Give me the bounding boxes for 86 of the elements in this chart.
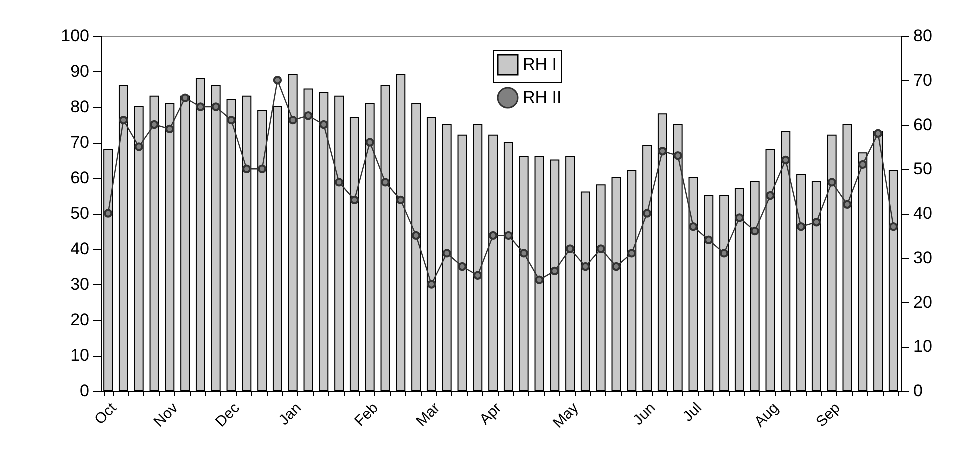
point: [782, 156, 790, 165]
point: [366, 138, 374, 147]
point: [242, 164, 252, 174]
x-tick-label: May: [550, 399, 582, 432]
y-tick-label: 100: [61, 26, 90, 46]
y2-tick-label: 20: [914, 292, 932, 312]
point: [488, 231, 498, 240]
point: [180, 94, 190, 102]
point: [535, 276, 544, 284]
point: [628, 249, 636, 258]
point: [474, 271, 482, 280]
point: [212, 102, 220, 112]
point: [381, 178, 390, 187]
point: [858, 160, 868, 170]
x-tick-label: Jul: [680, 400, 706, 426]
point: [874, 129, 883, 138]
point: [520, 249, 528, 258]
x-tick-label: Jan: [276, 400, 305, 429]
point: [504, 231, 514, 240]
point: [119, 116, 128, 125]
point: [288, 116, 298, 125]
y-tick-label: 20: [70, 310, 90, 330]
point: [304, 112, 313, 120]
y2-tick-label: 70: [914, 70, 932, 90]
x-tick-label: Mar: [413, 400, 444, 430]
point: [166, 124, 174, 134]
point: [828, 178, 836, 187]
y-tick-label: 40: [70, 240, 90, 258]
point: [689, 222, 698, 232]
y2-tick-label: 80: [914, 26, 932, 46]
point: [458, 262, 467, 272]
point: [442, 249, 452, 258]
point: [104, 209, 113, 218]
point: [674, 151, 682, 160]
x-tick-label: Feb: [352, 400, 382, 430]
point: [196, 102, 206, 112]
x-tick-label: Oct: [92, 399, 121, 428]
y-tick-label: 50: [70, 204, 90, 223]
point: [889, 222, 898, 232]
legend-label: RH I: [523, 55, 557, 74]
point: [766, 191, 775, 200]
point: [334, 178, 344, 187]
x-tick-label: Sep: [813, 400, 844, 431]
x-tick-label: Aug: [751, 400, 782, 431]
point: [258, 164, 267, 174]
y-tick-label: 80: [70, 98, 90, 116]
point: [412, 231, 421, 240]
y2-tick-label: 60: [914, 115, 932, 134]
point: [427, 280, 436, 289]
y2-tick-label: 50: [914, 160, 932, 179]
point: [566, 244, 575, 254]
point: [658, 147, 668, 156]
y-tick-label: 10: [70, 346, 90, 365]
point: [704, 236, 714, 244]
x-tick-label: Nov: [150, 399, 182, 431]
y2-tick-label: 0: [914, 382, 923, 400]
point: [812, 218, 822, 227]
point: [612, 262, 621, 272]
x-tick-label: Apr: [476, 400, 506, 428]
point: [273, 76, 282, 85]
point: [796, 222, 806, 232]
point: [396, 196, 406, 205]
x-tick-label: Dec: [212, 399, 244, 431]
y2-tick-label: 10: [914, 337, 932, 356]
y-tick-label: 30: [70, 275, 90, 294]
y-tick-label: 90: [70, 62, 90, 81]
point: [720, 249, 729, 258]
point: [596, 244, 606, 254]
point: [150, 120, 159, 130]
y2-tick-label: 40: [914, 204, 932, 223]
point: [642, 209, 652, 218]
legend-label: RH II: [523, 88, 562, 107]
point: [550, 266, 560, 276]
point: [735, 214, 744, 222]
point: [750, 226, 760, 236]
y-tick-label: 60: [70, 168, 90, 188]
x-tick-label: Jun: [630, 400, 660, 429]
point: [581, 262, 590, 272]
point: [350, 196, 360, 205]
y-tick-label: 0: [80, 382, 90, 400]
point: [227, 116, 236, 125]
point: [320, 120, 328, 130]
point: [134, 142, 144, 152]
point: [843, 200, 852, 209]
y2-tick-label: 30: [914, 248, 932, 268]
y-tick-label: 70: [70, 133, 90, 152]
